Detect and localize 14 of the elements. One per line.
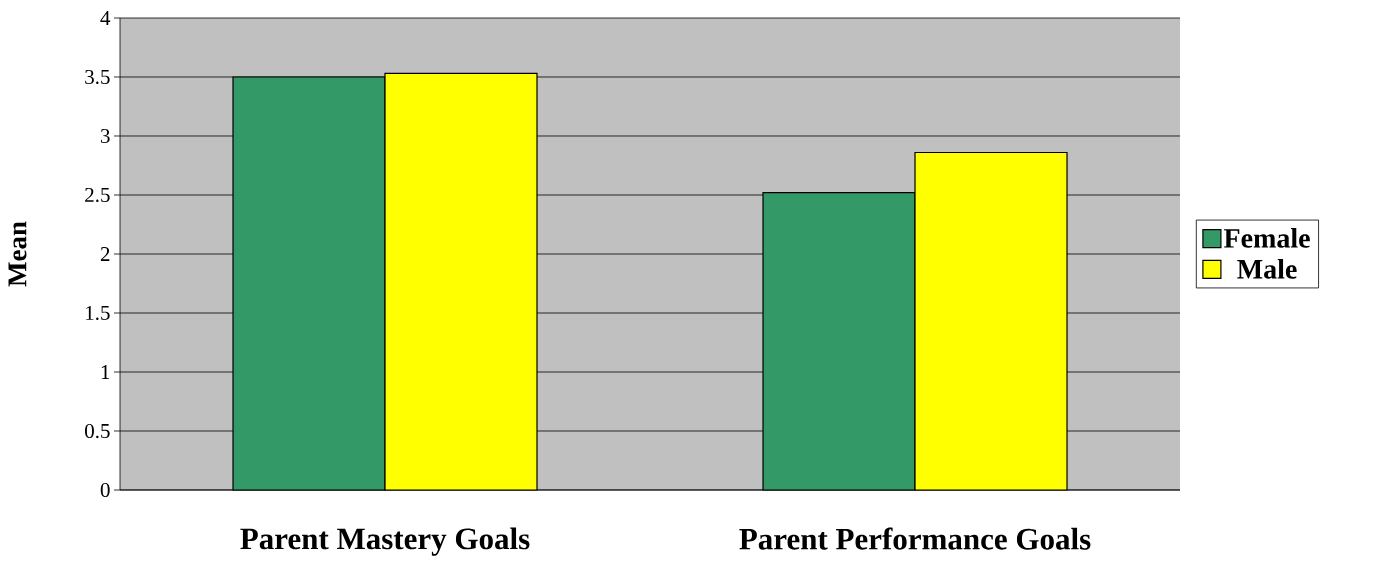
y-tick-label: 2.5 (85, 187, 110, 203)
legend-label: Female (1224, 228, 1310, 248)
y-tick-label: 3 (100, 128, 110, 144)
legend-label: Male (1237, 259, 1297, 279)
x-tick-label: Parent Performance Goals (739, 527, 1091, 550)
y-tick-label: 0 (100, 482, 110, 498)
y-tick-label: 3.5 (85, 69, 110, 85)
y-axis-title: Mean (8, 221, 27, 287)
y-tick-label: 2 (100, 247, 110, 261)
y-tick-label: 1 (101, 365, 110, 379)
y-tick-label: 0.5 (85, 423, 110, 439)
x-tick-label: Parent Mastery Goals (240, 527, 530, 556)
y-tick-label: 1.5 (86, 305, 110, 321)
y-tick-label: 4 (100, 11, 111, 25)
